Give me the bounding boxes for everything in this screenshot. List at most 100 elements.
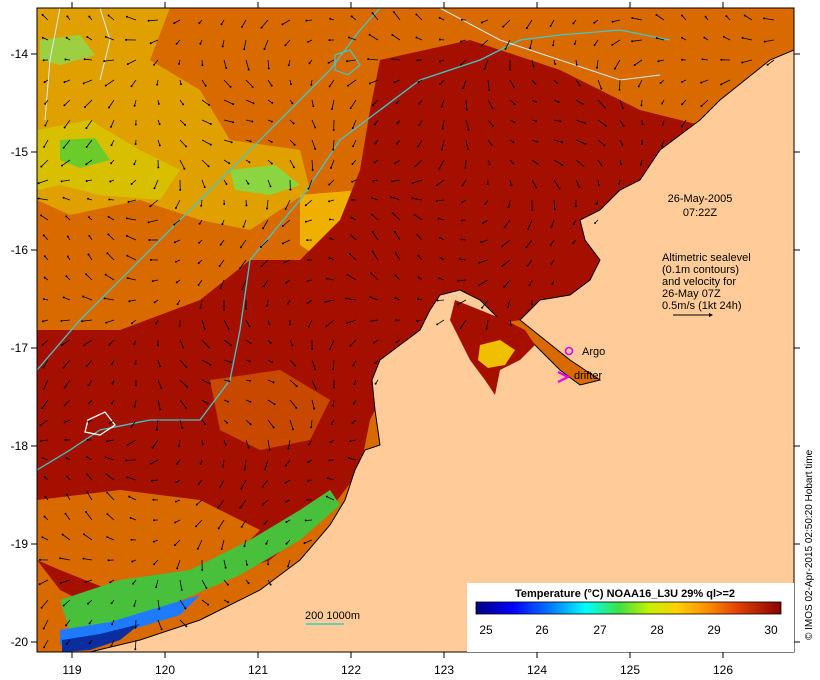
velocity-arrow-head — [462, 87, 465, 90]
velocity-arrow-head — [110, 644, 113, 647]
velocity-arrow — [331, 99, 335, 110]
velocity-arrow — [201, 139, 211, 145]
velocity-arrow — [507, 299, 511, 308]
velocity-arrow-head — [307, 187, 310, 190]
velocity-arrow — [350, 339, 357, 346]
velocity-arrow-head — [86, 456, 88, 459]
velocity-arrow-head — [37, 197, 40, 200]
velocity-arrow-head — [109, 581, 112, 584]
velocity-arrow-head — [461, 201, 464, 204]
velocity-arrow — [311, 139, 316, 150]
velocity-arrow-head — [328, 85, 331, 88]
velocity-arrow-head — [269, 583, 272, 586]
velocity-arrow-head — [263, 522, 266, 525]
velocity-arrow — [43, 619, 49, 629]
velocity-arrow — [155, 579, 159, 588]
velocity-arrow-head — [681, 125, 683, 128]
velocity-arrow-head — [208, 103, 210, 106]
altimetry-note-line: 26-May 07Z — [662, 288, 721, 300]
velocity-arrow-head — [227, 327, 230, 330]
velocity-arrow-head — [639, 163, 642, 166]
velocity-arrow-head — [224, 566, 227, 569]
velocity-arrow — [111, 639, 115, 646]
velocity-arrow — [597, 159, 603, 166]
velocity-arrow — [82, 319, 93, 322]
velocity-arrow-head — [125, 15, 128, 18]
velocity-arrow-head — [478, 261, 481, 264]
velocity-arrow-head — [272, 426, 275, 429]
velocity-arrow — [64, 99, 71, 106]
velocity-arrow-head — [249, 400, 252, 403]
velocity-arrow — [86, 139, 93, 148]
velocity-arrow-head — [81, 320, 84, 323]
velocity-arrow-head — [41, 407, 44, 410]
velocity-arrow — [223, 319, 229, 329]
velocity-arrow — [85, 273, 93, 281]
velocity-arrow-head — [371, 104, 374, 107]
velocity-arrow-head — [501, 245, 504, 248]
velocity-arrow — [349, 253, 357, 261]
velocity-arrow-head — [368, 33, 371, 36]
velocity-arrow-head — [441, 127, 444, 130]
velocity-arrow-head — [60, 344, 63, 347]
velocity-arrow-head — [159, 408, 162, 411]
velocity-arrow-head — [148, 239, 151, 241]
velocity-arrow-head — [59, 582, 62, 584]
x-tick-label: 121 — [248, 663, 268, 677]
velocity-arrow-head — [225, 67, 228, 69]
velocity-arrow-head — [230, 344, 232, 347]
velocity-arrow-head — [411, 197, 414, 200]
velocity-arrow-head — [155, 586, 158, 589]
velocity-arrow-head — [417, 255, 420, 257]
velocity-arrow — [176, 559, 181, 569]
velocity-arrow-head — [439, 60, 441, 63]
velocity-arrow-head — [479, 241, 482, 244]
velocity-arrow — [220, 279, 225, 289]
velocity-arrow-head — [62, 146, 65, 149]
velocity-arrow-head — [460, 238, 463, 241]
velocity-arrow-head — [232, 121, 235, 124]
velocity-arrow-head — [65, 624, 67, 627]
velocity-arrow — [465, 139, 469, 149]
velocity-arrow — [243, 39, 247, 50]
velocity-arrow-head — [86, 36, 89, 38]
velocity-arrow — [157, 379, 162, 388]
velocity-arrow — [110, 119, 115, 127]
velocity-arrow-head — [175, 481, 178, 484]
velocity-arrow-head — [766, 63, 769, 66]
velocity-arrow — [371, 319, 379, 322]
velocity-arrow — [329, 339, 335, 350]
velocity-arrow — [61, 159, 71, 166]
velocity-arrow-head — [660, 144, 663, 147]
sealevel-ring — [334, 49, 361, 76]
velocity-arrow-head — [312, 105, 315, 108]
velocity-arrow-head — [248, 379, 251, 382]
velocity-arrow — [63, 297, 71, 301]
velocity-arrow-head — [575, 63, 578, 66]
velocity-arrow — [289, 419, 294, 430]
velocity-arrow — [465, 99, 468, 110]
velocity-arrow-head — [82, 295, 85, 298]
velocity-arrow — [457, 299, 467, 305]
velocity-arrow-head — [265, 542, 268, 545]
velocity-arrow-head — [221, 45, 224, 48]
velocity-arrow — [40, 419, 49, 426]
velocity-arrow — [64, 379, 71, 388]
velocity-arrow-head — [303, 542, 306, 545]
velocity-arrow — [417, 234, 423, 241]
velocity-arrow-head — [551, 282, 554, 285]
velocity-arrow-head — [85, 145, 88, 148]
velocity-arrow — [106, 492, 115, 501]
velocity-arrow-head — [87, 197, 89, 200]
velocity-arrow-head — [292, 428, 294, 431]
depth-scale-label: 200 1000m — [305, 610, 360, 622]
velocity-arrow — [223, 79, 231, 88]
velocity-arrow-head — [462, 184, 465, 186]
velocity-arrow-head — [153, 563, 156, 566]
velocity-arrow-head — [593, 44, 596, 46]
velocity-arrow — [179, 139, 187, 147]
velocity-arrow — [267, 379, 274, 383]
velocity-arrow-head — [528, 284, 531, 287]
velocity-arrow-head — [578, 84, 581, 87]
velocity-arrow — [196, 499, 203, 505]
